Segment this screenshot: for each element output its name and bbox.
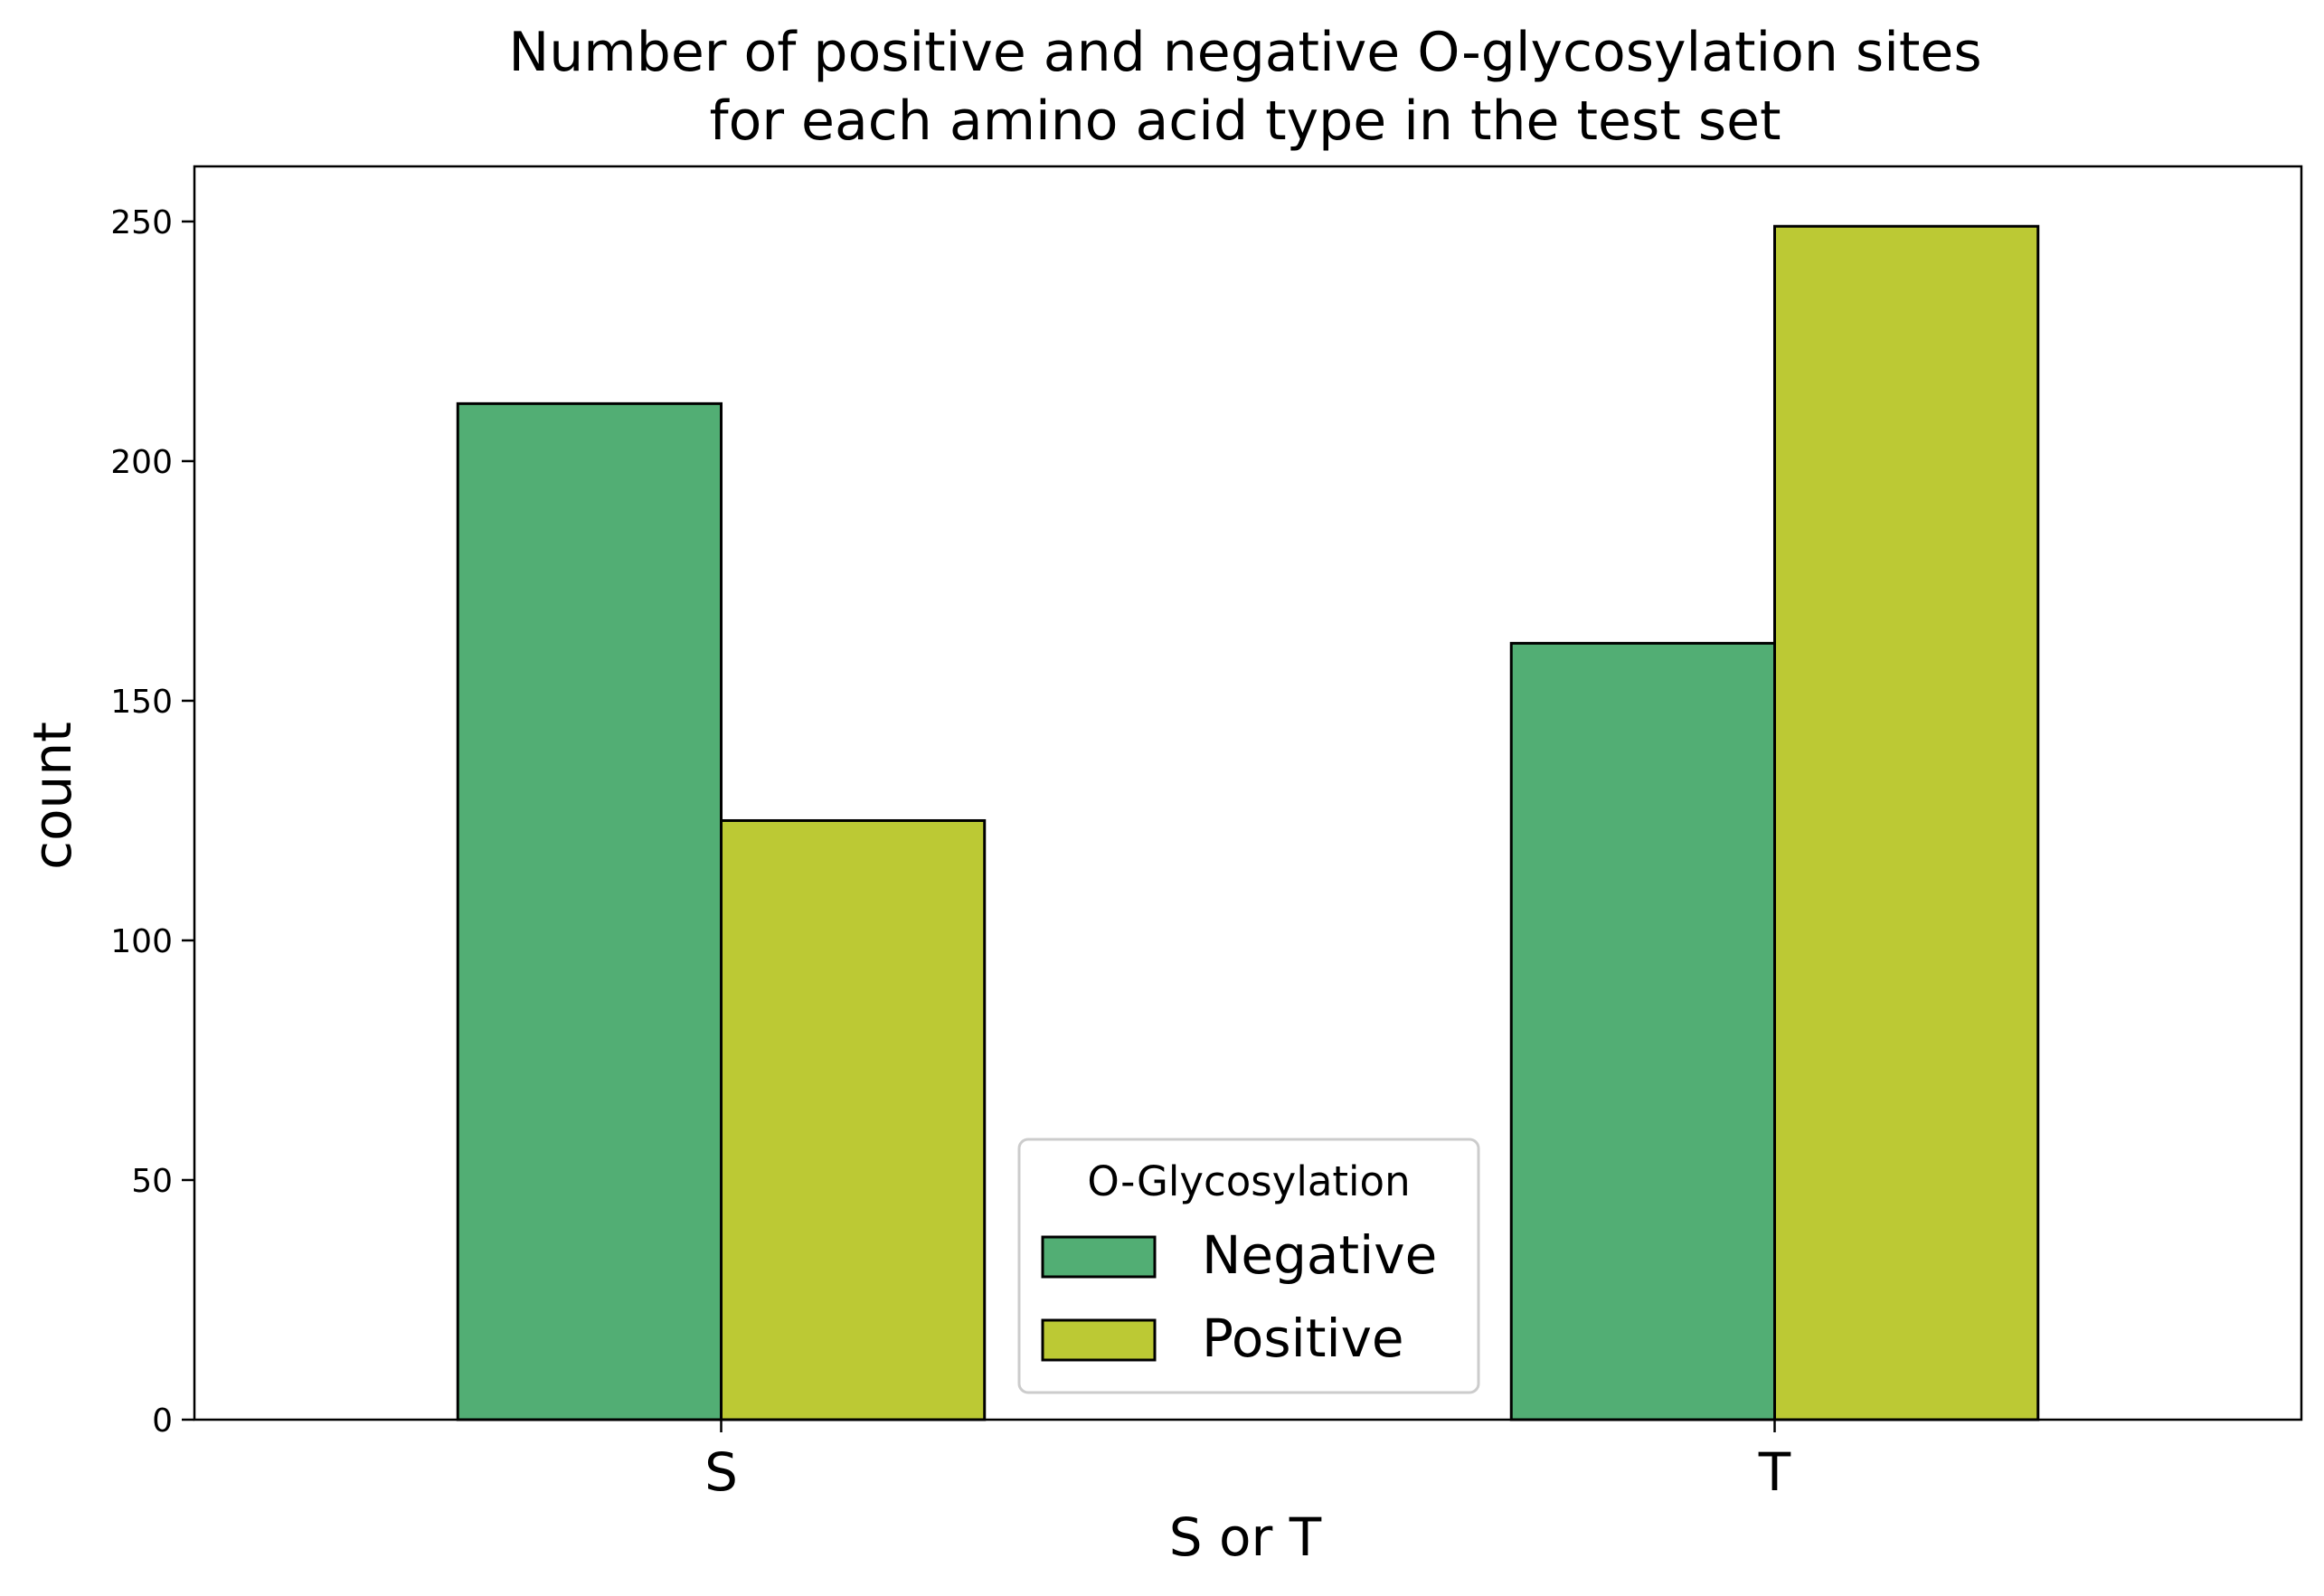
chart-title-line-1: Number of positive and negative O-glycos… — [508, 21, 1981, 84]
plot-frame — [193, 165, 2303, 1421]
bar-positive-s — [720, 818, 987, 1421]
legend-swatch-negative — [1041, 1235, 1157, 1279]
bar-negative-t — [1509, 641, 1776, 1421]
legend: O-Glycosylation Negative Positive — [1017, 1138, 1480, 1394]
x-tick-label: T — [1758, 1441, 1791, 1503]
chart-title-line-2: for each amino acid type in the test set — [709, 90, 1781, 153]
y-tick-label: 250 — [110, 204, 173, 241]
y-tick-label: 150 — [110, 684, 173, 721]
x-tick-label: S — [704, 1441, 738, 1503]
legend-label-positive: Positive — [1202, 1308, 1404, 1369]
bar-positive-t — [1773, 224, 2040, 1421]
bars-group — [456, 224, 2040, 1421]
y-axis-label: count — [22, 722, 83, 870]
legend-title: O-Glycosylation — [1087, 1157, 1410, 1205]
legend-label-negative: Negative — [1202, 1224, 1437, 1286]
bar-negative-s — [456, 401, 723, 1421]
legend-swatch-positive — [1041, 1318, 1157, 1362]
y-tick-label: 0 — [152, 1402, 173, 1440]
y-axis: 0 50 100 150 200 250 — [110, 204, 194, 1440]
x-axis-label: S or T — [1169, 1506, 1322, 1568]
y-tick-label: 200 — [110, 444, 173, 481]
plot-area — [193, 165, 2303, 1421]
y-tick-label: 50 — [131, 1163, 173, 1200]
y-tick-label: 100 — [110, 923, 173, 960]
